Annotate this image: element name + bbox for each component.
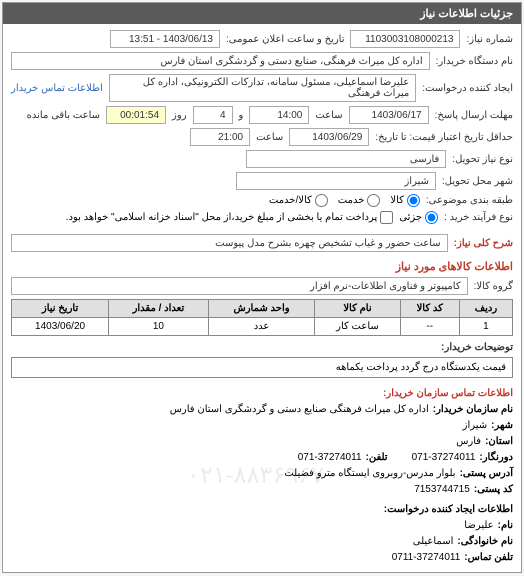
contact-org-label: نام سازمان خریدار: bbox=[433, 402, 513, 418]
checkbox-treasury[interactable]: پرداخت تمام یا بخشی از مبلغ خرید،از محل … bbox=[66, 211, 394, 224]
contact-section: ۰۲۱-۸۸۳۶۹۶۷۰ اطلاعات تماس سازمان خریدار:… bbox=[11, 386, 513, 566]
need-title-field: ساعت حضور و غیاب تشخیص چهره بشرح مدل پیو… bbox=[11, 234, 448, 252]
goods-table: ردیف کد کالا نام کالا واحد شمارش تعداد /… bbox=[11, 299, 513, 336]
day-label: روز bbox=[172, 110, 187, 121]
contact-name: علیرضا bbox=[464, 518, 493, 534]
creator-label: ایجاد کننده درخواست: bbox=[422, 83, 513, 94]
delivery-type-field: فارسی bbox=[246, 150, 446, 168]
td-0-0: 1 bbox=[459, 318, 512, 336]
validity-label: حداقل تاریخ اعتبار قیمت: تا تاریخ: bbox=[375, 132, 513, 143]
panel-body: شماره نیاز: 1103003108000213 تاریخ و ساع… bbox=[3, 24, 521, 572]
validity-date-field: 1403/06/29 bbox=[289, 128, 369, 146]
desc-label: توضیحات خریدار: bbox=[441, 342, 513, 353]
desc-text: قیمت یکدستگاه درج گردد پرداخت یکماهه bbox=[11, 357, 513, 378]
table-row: 1 -- ساعت کار عدد 10 1403/06/20 bbox=[12, 318, 513, 336]
creator-section-title: اطلاعات ایجاد کننده درخواست: bbox=[11, 502, 513, 518]
td-0-1: -- bbox=[400, 318, 459, 336]
th-5: تاریخ نیاز bbox=[12, 300, 109, 318]
contact-lastname-label: نام خانوادگی: bbox=[457, 534, 513, 550]
validity-time-field: 21:00 bbox=[190, 128, 250, 146]
details-panel: جزئیات اطلاعات نیاز شماره نیاز: 11030031… bbox=[2, 2, 522, 573]
goods-group-label: گروه کالا: bbox=[474, 281, 513, 292]
contact-lastname: اسماعیلی bbox=[413, 534, 454, 550]
contact-phone-label: تلفن: bbox=[366, 450, 388, 466]
td-0-2: ساعت کار bbox=[315, 318, 400, 336]
days-field: 4 bbox=[193, 106, 233, 124]
th-1: کد کالا bbox=[400, 300, 459, 318]
th-2: نام کالا bbox=[315, 300, 400, 318]
contact-fax-label: دورنگار: bbox=[479, 450, 513, 466]
request-no-label: شماره نیاز: bbox=[466, 34, 513, 45]
buyer-org-field: اداره کل میراث فرهنگی، صنایع دستی و گردش… bbox=[11, 52, 430, 70]
contact-address-label: آدرس پستی: bbox=[460, 466, 513, 482]
goods-group-field: کامپیوتر و فناوری اطلاعات-نرم افزار bbox=[11, 277, 468, 295]
deadline-time-field: 14:00 bbox=[249, 106, 309, 124]
checkbox-treasury-label: پرداخت تمام یا بخشی از مبلغ خرید،از محل … bbox=[66, 212, 378, 223]
contact-city-label: شهر: bbox=[491, 418, 513, 434]
contact-org: اداره کل میراث فرهنگی صنایع دستی و گردشگ… bbox=[170, 402, 429, 418]
announce-label: تاریخ و ساعت اعلان عمومی: bbox=[226, 34, 345, 45]
contact-title: اطلاعات تماس سازمان خریدار: bbox=[11, 386, 513, 402]
goods-section-title: اطلاعات کالاهای مورد نیاز bbox=[11, 260, 513, 273]
category-label: طبقه بندی موضوعی: bbox=[426, 195, 513, 206]
delivery-city-field: شیراز bbox=[236, 172, 436, 190]
radio-partial-label: جزئی bbox=[399, 212, 422, 223]
radio-partial[interactable]: جزئی bbox=[399, 211, 438, 224]
contact-phone: 071-37274011 bbox=[298, 450, 362, 466]
checkbox-treasury-input[interactable] bbox=[380, 211, 393, 224]
contact-phone2: 0711-37274011 bbox=[392, 550, 461, 566]
radio-goods[interactable]: کالا bbox=[390, 194, 420, 207]
remaining-field: 00:01:54 bbox=[106, 106, 166, 124]
announce-field: 1403/06/13 - 13:51 bbox=[110, 30, 220, 48]
contact-province: فارس bbox=[456, 434, 481, 450]
contact-postal: 7153744715 bbox=[414, 482, 470, 498]
contact-phone2-label: تلفن تماس: bbox=[464, 550, 513, 566]
radio-both[interactable]: کالا/خدمت bbox=[269, 194, 328, 207]
td-0-5: 1403/06/20 bbox=[12, 318, 109, 336]
deadline-date-field: 1403/06/17 bbox=[349, 106, 429, 124]
th-4: تعداد / مقدار bbox=[109, 300, 209, 318]
contact-fax: 071-37274011 bbox=[412, 450, 476, 466]
category-radio-group: کالا خدمت کالا/خدمت bbox=[269, 194, 420, 207]
radio-goods-input[interactable] bbox=[407, 194, 420, 207]
contact-address: بلوار مدرس-روبروی ایستگاه مترو فضیلت bbox=[284, 466, 455, 482]
process-label: نوع فرآیند خرید : bbox=[444, 212, 513, 223]
panel-header: جزئیات اطلاعات نیاز bbox=[3, 3, 521, 24]
delivery-city-label: شهر محل تحویل: bbox=[442, 176, 513, 187]
and-label: و bbox=[239, 110, 244, 121]
radio-service-label: خدمت bbox=[338, 195, 365, 206]
remaining-label: ساعت باقی مانده bbox=[27, 110, 100, 121]
td-0-4: 10 bbox=[109, 318, 209, 336]
contact-city: شیراز bbox=[463, 418, 488, 434]
th-3: واحد شمارش bbox=[208, 300, 315, 318]
buyer-org-label: نام دستگاه خریدار: bbox=[436, 56, 513, 67]
time-label-2: ساعت bbox=[256, 132, 283, 143]
time-label-1: ساعت bbox=[315, 110, 342, 121]
radio-partial-input[interactable] bbox=[425, 211, 438, 224]
radio-both-input[interactable] bbox=[315, 194, 328, 207]
radio-goods-label: کالا bbox=[390, 195, 404, 206]
deadline-from-label: مهلت ارسال پاسخ: bbox=[435, 110, 513, 121]
contact-postal-label: کد پستی: bbox=[474, 482, 513, 498]
radio-service-input[interactable] bbox=[367, 194, 380, 207]
td-0-3: عدد bbox=[208, 318, 315, 336]
contact-province-label: استان: bbox=[485, 434, 513, 450]
contact-name-label: نام: bbox=[498, 518, 513, 534]
th-0: ردیف bbox=[459, 300, 512, 318]
contact-link[interactable]: اطلاعات تماس خریدار bbox=[11, 83, 103, 94]
table-header-row: ردیف کد کالا نام کالا واحد شمارش تعداد /… bbox=[12, 300, 513, 318]
panel-title: جزئیات اطلاعات نیاز bbox=[420, 8, 513, 20]
request-no-field: 1103003108000213 bbox=[350, 30, 460, 48]
radio-both-label: کالا/خدمت bbox=[269, 195, 312, 206]
need-title-label: شرح کلی نیاز: bbox=[454, 238, 513, 249]
delivery-type-label: نوع نیاز تحویل: bbox=[452, 154, 513, 165]
responsible-field: علیرضا اسماعیلی، مسئول سامانه، تدارکات ا… bbox=[109, 74, 416, 102]
radio-service[interactable]: خدمت bbox=[338, 194, 381, 207]
